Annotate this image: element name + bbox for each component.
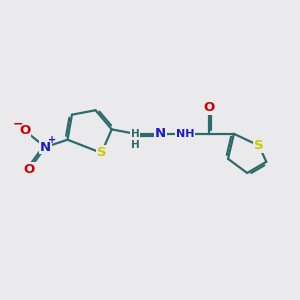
Text: O: O — [203, 101, 214, 114]
Text: +: + — [48, 135, 56, 145]
Text: S: S — [97, 146, 106, 159]
Text: H: H — [131, 140, 140, 150]
Text: N: N — [40, 141, 51, 154]
Text: −: − — [13, 118, 24, 131]
Text: N: N — [155, 127, 166, 140]
Text: NH: NH — [176, 129, 195, 139]
Text: O: O — [19, 124, 31, 137]
Text: S: S — [254, 139, 264, 152]
Text: H: H — [131, 129, 140, 139]
Text: O: O — [24, 163, 35, 176]
